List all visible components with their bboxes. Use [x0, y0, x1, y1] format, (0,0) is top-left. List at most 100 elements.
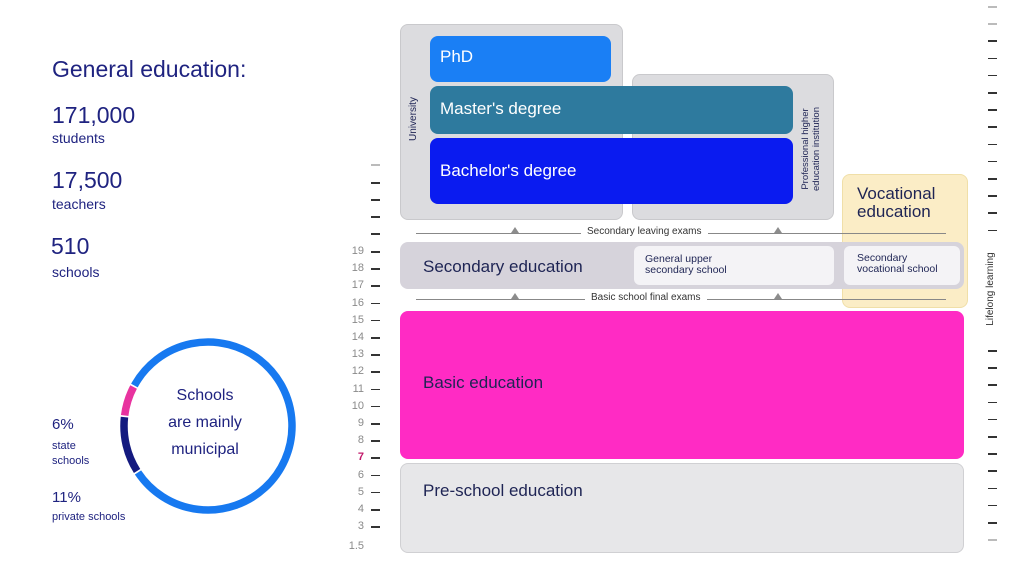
- scale-tick: [988, 522, 997, 524]
- age-tick: [371, 251, 380, 253]
- donut-center-line-1: Schools: [176, 387, 234, 404]
- age-label: 18: [351, 262, 364, 275]
- phd-box: [430, 36, 611, 82]
- donut-segment-state: [120, 385, 137, 417]
- age-label: 3: [357, 520, 364, 533]
- secondary-education-label: Secondary education: [423, 257, 583, 276]
- state-label-line-1: state: [52, 440, 76, 452]
- scale-tick: [988, 6, 997, 8]
- scale-tick: [988, 178, 997, 180]
- scale-tick: [988, 40, 997, 42]
- schools-label: schools: [52, 264, 100, 280]
- donut-center-text: Schools are mainly municipal: [150, 382, 260, 463]
- scale-tick: [988, 126, 997, 128]
- professional-label-line-1: Professional higher: [800, 108, 811, 190]
- arrow-up-icon: [511, 227, 519, 233]
- scale-tick: [988, 109, 997, 111]
- donut-center-line-3: municipal: [171, 441, 239, 458]
- age-tick: [371, 182, 380, 184]
- scale-tick: [988, 487, 997, 490]
- age-tick: [371, 354, 380, 356]
- age-label: 7: [357, 451, 364, 464]
- scale-tick: [988, 212, 997, 214]
- basic-education-label: Basic education: [423, 373, 544, 392]
- schools-value: 510: [51, 233, 90, 259]
- arrow-up-icon: [774, 293, 782, 299]
- general-upper-secondary-box: [634, 246, 834, 285]
- arrow-up-icon: [774, 227, 782, 233]
- phd-label: PhD: [440, 47, 474, 66]
- age-tick: [371, 216, 380, 218]
- general-upper-line-1: General upper: [645, 253, 713, 265]
- scale-tick: [988, 195, 997, 197]
- scale-tick: [988, 401, 997, 404]
- age-tick: [371, 302, 380, 305]
- age-tick: [371, 474, 380, 477]
- bachelors-box: [430, 138, 793, 204]
- age-label: 16: [351, 296, 364, 309]
- private-label: private schools: [52, 511, 126, 523]
- scale-tick: [988, 160, 997, 163]
- students-value: 171,000: [52, 102, 136, 128]
- age-label: 12: [351, 365, 364, 378]
- scale-tick: [988, 74, 997, 77]
- private-percent: 11%: [52, 489, 81, 506]
- professional-label-line-2: education institution: [811, 107, 822, 191]
- secondary-vocational-box: [844, 246, 960, 285]
- scale-tick: [988, 384, 997, 386]
- age-tick: [371, 233, 380, 235]
- age-tick: [371, 319, 380, 322]
- age-label: 8: [357, 434, 364, 447]
- donut-segment-private: [120, 416, 141, 474]
- scale-tick: [988, 453, 997, 455]
- scale-tick: [988, 367, 997, 369]
- age-label: 5: [357, 485, 364, 498]
- scale-tick: [988, 92, 997, 94]
- age-tick: [371, 268, 380, 270]
- age-label: 13: [351, 348, 364, 361]
- age-tick: [371, 509, 380, 511]
- university-label: University: [408, 97, 419, 141]
- state-label-line-2: schools: [52, 455, 90, 467]
- preschool-education-label: Pre-school education: [423, 481, 583, 500]
- scale-tick: [988, 418, 997, 421]
- secondary-vocational-line-2: vocational school: [857, 263, 938, 275]
- age-tick: [371, 285, 380, 287]
- age-tick: [371, 388, 380, 391]
- masters-box: [430, 86, 793, 134]
- age-label: 11: [352, 382, 364, 395]
- age-tick: [371, 199, 380, 201]
- scale-tick: [988, 539, 997, 541]
- age-label: 19: [351, 245, 364, 257]
- teachers-label: teachers: [52, 196, 106, 212]
- basic-education-box: [400, 311, 964, 459]
- scale-tick: [988, 350, 997, 352]
- bachelors-label: Bachelor's degree: [440, 161, 577, 180]
- scale-tick: [988, 504, 997, 507]
- age-tick: [371, 440, 380, 442]
- scale-tick: [988, 229, 997, 232]
- general-upper-line-2: secondary school: [645, 264, 727, 276]
- age-tick: [371, 405, 380, 408]
- age-tick: [371, 337, 380, 339]
- teachers-value: 17,500: [52, 167, 123, 193]
- scale-tick: [988, 23, 997, 25]
- age-label: 10: [351, 399, 364, 412]
- age-tick: [371, 491, 380, 494]
- arrow-up-icon: [511, 293, 519, 299]
- age-tick: [371, 526, 380, 528]
- state-percent: 6%: [52, 416, 74, 433]
- age-label: 14: [351, 331, 364, 343]
- age-label: 17: [351, 279, 364, 292]
- age-label: 15: [351, 313, 364, 326]
- schools-donut-chart: [120, 338, 296, 514]
- stats-title: General education:: [52, 56, 247, 82]
- secondary-vocational-line-1: Secondary: [857, 252, 908, 264]
- age-tick: [371, 457, 380, 459]
- vocational-label-line-2: education: [857, 202, 931, 221]
- lifelong-learning-label: Lifelong learning: [985, 252, 996, 326]
- age-tick: [371, 371, 380, 373]
- age-label: 4: [357, 503, 364, 515]
- basic-exams-label: Basic school final exams: [585, 292, 707, 303]
- scale-tick: [988, 143, 997, 146]
